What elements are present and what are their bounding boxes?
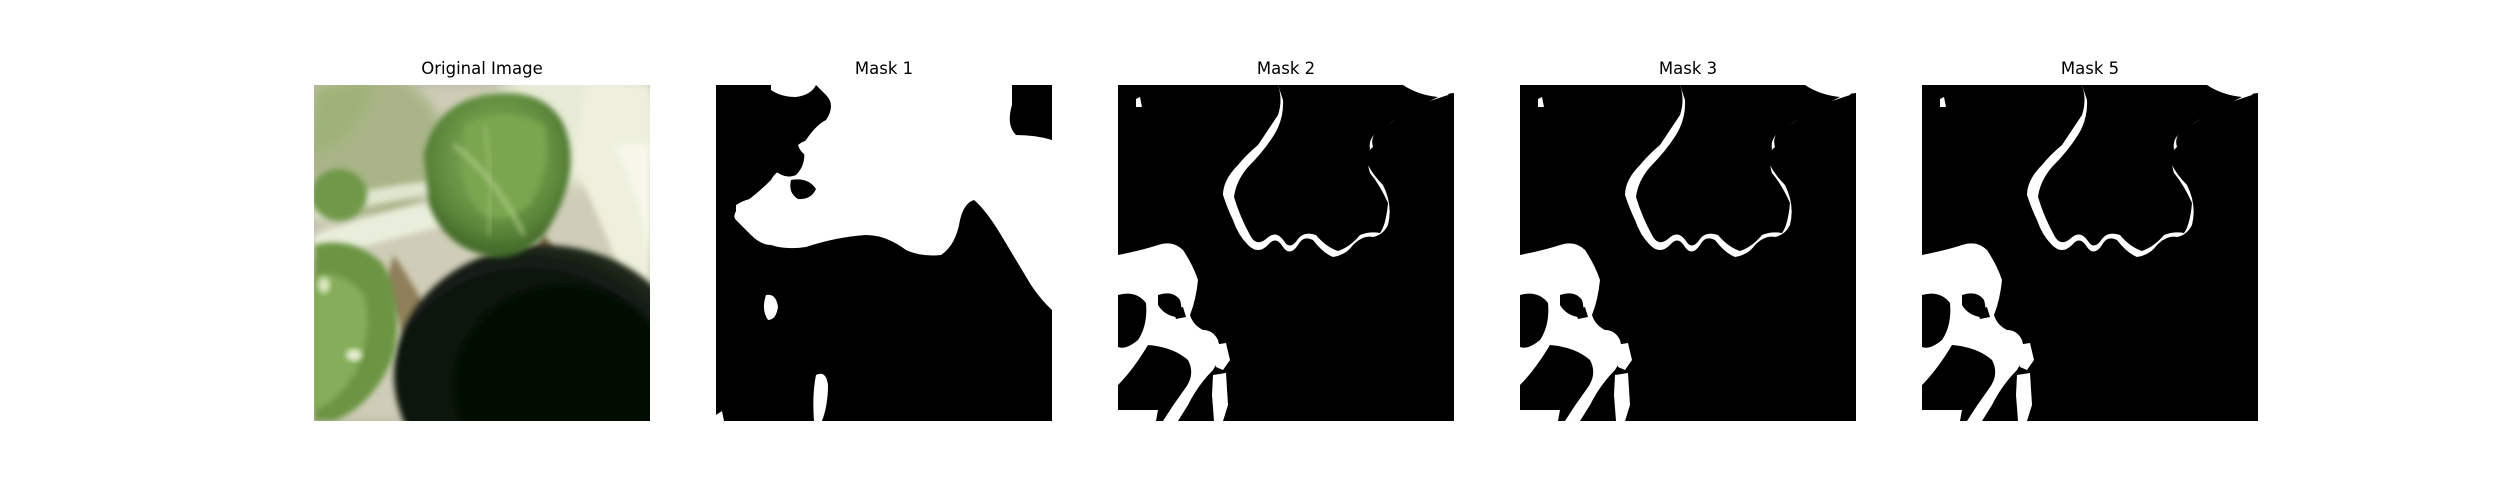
panel-mask-3: Mask 3 xyxy=(1520,0,1856,500)
mask-image xyxy=(1520,85,1856,421)
panel-mask-5: Mask 5 xyxy=(1922,0,2258,500)
panel-title: Mask 5 xyxy=(2060,59,2120,78)
mask-image xyxy=(1118,85,1454,421)
panel-mask-1: Mask 1 xyxy=(716,0,1052,500)
panel-title: Mask 3 xyxy=(1658,59,1718,78)
panel-title: Original Image xyxy=(421,59,543,78)
mask-image xyxy=(1922,85,2258,421)
panel-title: Mask 2 xyxy=(1256,59,1316,78)
panel-original-image: Original Image xyxy=(314,0,650,500)
mask-image xyxy=(716,85,1052,421)
panel-mask-2: Mask 2 xyxy=(1118,0,1454,500)
original-image xyxy=(314,85,650,421)
panel-title: Mask 1 xyxy=(854,59,914,78)
